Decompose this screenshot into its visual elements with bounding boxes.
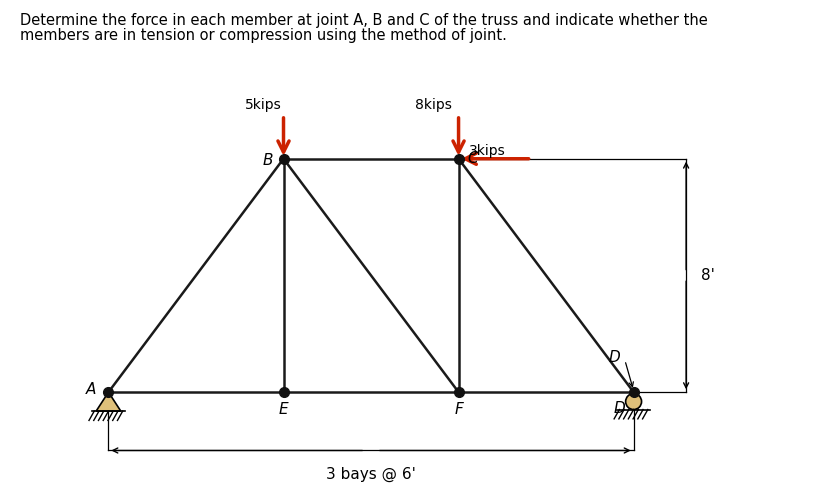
Text: C: C — [468, 151, 478, 166]
Text: 3kips: 3kips — [469, 144, 505, 158]
Polygon shape — [96, 392, 121, 411]
Text: Determine the force in each member at joint A, B and C of the truss and indicate: Determine the force in each member at jo… — [20, 13, 708, 28]
Text: 8': 8' — [701, 268, 715, 283]
Text: F: F — [454, 402, 463, 417]
Text: 5kips: 5kips — [244, 98, 281, 112]
Text: E: E — [279, 402, 289, 417]
Text: B: B — [262, 153, 273, 167]
Text: 3 bays @ 6': 3 bays @ 6' — [326, 467, 416, 482]
Text: D: D — [613, 401, 625, 415]
Circle shape — [626, 394, 641, 409]
Text: D: D — [609, 350, 620, 365]
Text: members are in tension or compression using the method of joint.: members are in tension or compression us… — [20, 28, 507, 43]
Text: A: A — [86, 382, 96, 397]
Text: 8kips: 8kips — [416, 98, 452, 112]
